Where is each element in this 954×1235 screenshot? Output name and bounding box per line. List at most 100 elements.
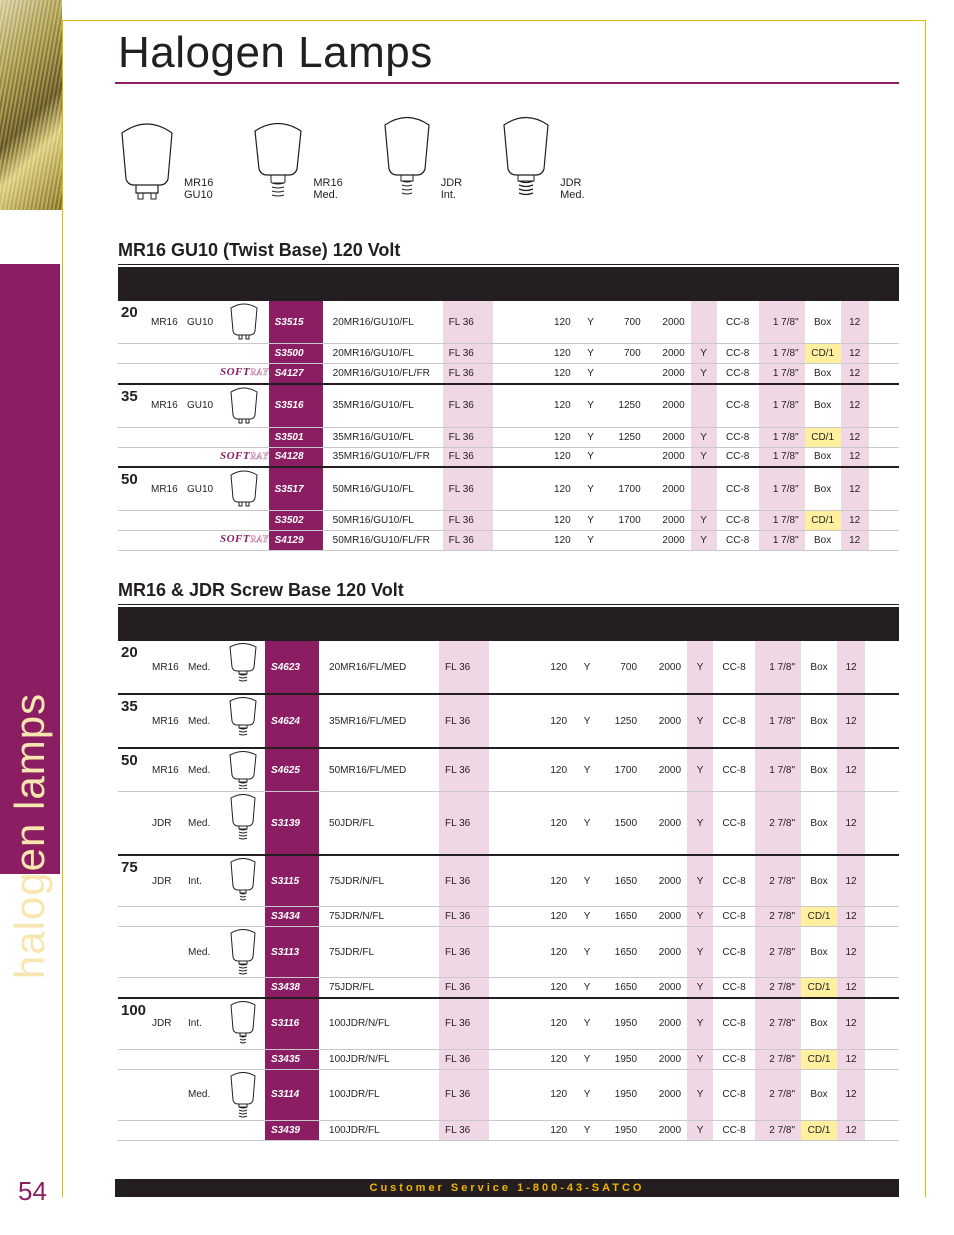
qty-cell: 12: [837, 927, 865, 978]
icon-cell: SOFTRAY: [220, 364, 269, 384]
mol-cell: 1 7/8": [759, 447, 805, 467]
volt-cell: 120: [535, 694, 575, 748]
abbrev-cell: 100JDR/FL: [319, 1069, 439, 1120]
beam-cell: FL 36: [443, 364, 493, 384]
base-cell: Med.: [185, 1069, 221, 1120]
intensity-cell: [493, 447, 539, 467]
cbcp-cell: [603, 364, 647, 384]
volt-cell: 120: [535, 1049, 575, 1069]
cbcp-cell: 1250: [599, 694, 643, 748]
mol-cell: 1 7/8": [759, 531, 805, 551]
wattage-cell: [118, 511, 148, 531]
table-row: S350250MR16/GU10/FLFL 36120Y17002000YCC-…: [118, 511, 899, 531]
wattage-cell: [118, 1049, 149, 1069]
hours-cell: 2000: [647, 344, 691, 364]
mol-cell: 2 7/8": [755, 927, 801, 978]
page-rule-left: [62, 20, 64, 1197]
energy-cell: Y: [687, 998, 713, 1050]
volt-cell: 120: [539, 344, 579, 364]
cbcp-cell: 1700: [603, 511, 647, 531]
base-cell: Med.: [185, 694, 221, 748]
intensity-cell: [489, 1049, 535, 1069]
filament-cell: CC-8: [713, 855, 755, 907]
type-cell: [148, 447, 184, 467]
abbrev-cell: 75JDR/FL: [319, 978, 439, 998]
tail-cell: [865, 855, 899, 907]
mol-cell: 2 7/8": [755, 1049, 801, 1069]
item-cell: S4129: [269, 531, 323, 551]
diagram-label: MR16: [313, 177, 342, 189]
qty-cell: 12: [837, 748, 865, 792]
table-header-bar: [118, 607, 899, 639]
package-cell: Box: [801, 748, 837, 792]
cbcp-cell: 1950: [599, 1120, 643, 1140]
energy-cell: Y: [687, 694, 713, 748]
abbrev-cell: 50MR16/GU10/FL/FR: [323, 531, 443, 551]
tail-cell: [865, 927, 899, 978]
icon-cell: [220, 467, 269, 511]
icon-cell: [221, 792, 265, 856]
beam-cell: FL 36: [439, 998, 489, 1050]
volt-cell: 120: [535, 978, 575, 998]
table-row: Med.S3114100JDR/FLFL 36120Y19502000YCC-8…: [118, 1069, 899, 1120]
tail-cell: [869, 467, 899, 511]
filament-cell: CC-8: [713, 792, 755, 856]
qty-cell: 12: [837, 640, 865, 694]
wattage-cell: 35: [118, 384, 148, 428]
energy-cell: Y: [691, 511, 717, 531]
icon-cell: [221, 927, 265, 978]
package-cell: CD/1: [805, 511, 841, 531]
volt-cell: 120: [539, 384, 579, 428]
abbrev-cell: 35MR16/GU10/FL: [323, 384, 443, 428]
tail-cell: [869, 364, 899, 384]
cbcp-cell: [603, 531, 647, 551]
cbcp-cell: 1250: [603, 384, 647, 428]
package-cell: CD/1: [801, 1049, 837, 1069]
qty-cell: 12: [841, 531, 869, 551]
qty-cell: 12: [837, 792, 865, 856]
filament-cell: CC-8: [717, 364, 759, 384]
page-title: Halogen Lamps: [118, 28, 433, 78]
energy-cell: Y: [687, 792, 713, 856]
sidebar-label: halogen lamps: [6, 693, 54, 979]
mol-cell: 1 7/8": [759, 384, 805, 428]
icon-cell: SOFTRAY: [220, 447, 269, 467]
icon-cell: [221, 1069, 265, 1120]
type-cell: [148, 531, 184, 551]
package-cell: Box: [805, 467, 841, 511]
volt-cell: 120: [535, 998, 575, 1050]
package-cell: Box: [801, 792, 837, 856]
energy-cell: Y: [687, 855, 713, 907]
filament-cell: CC-8: [717, 467, 759, 511]
package-cell: CD/1: [801, 978, 837, 998]
lens-cell: Y: [579, 300, 603, 344]
volt-cell: 120: [535, 855, 575, 907]
beam-cell: FL 36: [443, 300, 493, 344]
qty-cell: 12: [837, 694, 865, 748]
mol-cell: 2 7/8": [755, 998, 801, 1050]
abbrev-cell: 50MR16/GU10/FL: [323, 467, 443, 511]
cbcp-cell: 700: [603, 300, 647, 344]
package-cell: CD/1: [805, 427, 841, 447]
type-cell: MR16: [149, 694, 185, 748]
type-cell: [148, 427, 184, 447]
icon-cell: [220, 511, 269, 531]
lens-cell: Y: [579, 511, 603, 531]
qty-cell: 12: [841, 467, 869, 511]
qty-cell: 12: [837, 907, 865, 927]
volt-cell: 120: [535, 748, 575, 792]
intensity-cell: [493, 511, 539, 531]
mol-cell: 1 7/8": [759, 344, 805, 364]
type-cell: MR16: [148, 300, 184, 344]
base-cell: Med.: [185, 748, 221, 792]
item-cell: S3439: [265, 1120, 319, 1140]
intensity-cell: [489, 998, 535, 1050]
item-cell: S3438: [265, 978, 319, 998]
qty-cell: 12: [841, 384, 869, 428]
item-cell: S3516: [269, 384, 323, 428]
volt-cell: 120: [535, 907, 575, 927]
package-cell: Box: [801, 640, 837, 694]
qty-cell: 12: [841, 344, 869, 364]
base-cell: [184, 427, 220, 447]
wattage-cell: 50: [118, 467, 148, 511]
